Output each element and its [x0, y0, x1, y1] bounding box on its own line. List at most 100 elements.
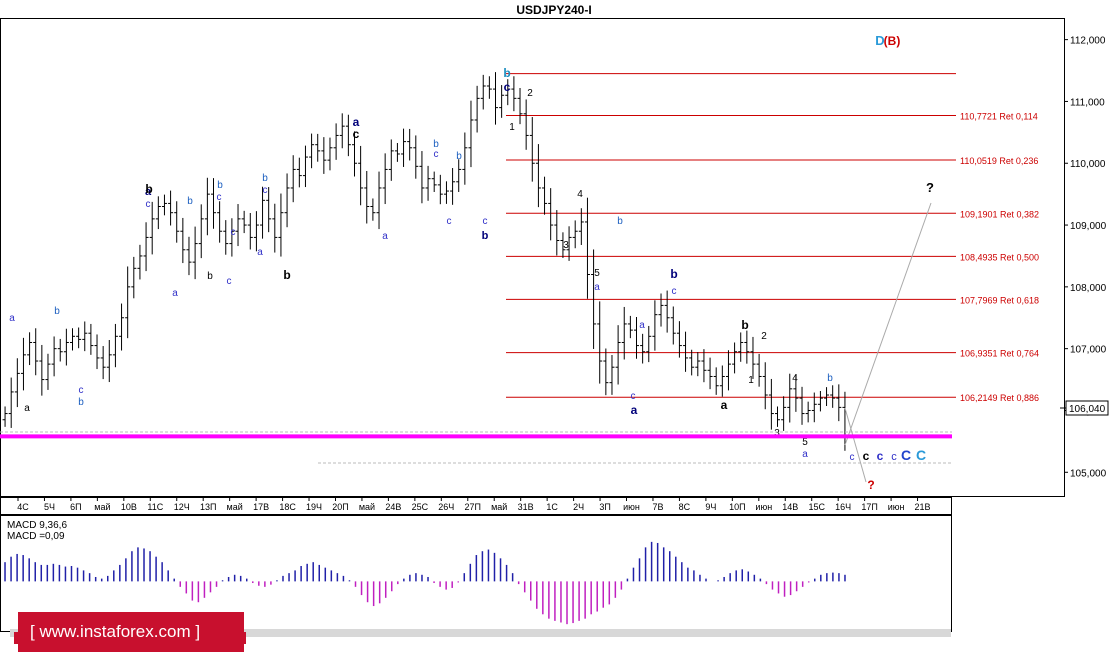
price-bar: [174, 201, 180, 243]
price-bar: [486, 76, 492, 99]
price-bar: [180, 217, 186, 264]
watermark: [ www.instaforex.com ]: [14, 612, 246, 652]
wave-label: b: [617, 216, 623, 227]
x-tick-label: 17П: [861, 502, 877, 512]
x-tick-label: 10П: [729, 502, 745, 512]
x-tick-label: 3П: [599, 502, 610, 512]
price-bar: [204, 177, 210, 236]
price-panel: [0, 18, 1065, 497]
price-bar: [603, 348, 609, 396]
price-bar: [290, 155, 296, 203]
price-bar: [787, 373, 793, 423]
price-bar: [535, 144, 541, 208]
price-bar: [609, 354, 615, 395]
price-bar: [260, 186, 266, 239]
price-bar: [149, 201, 155, 255]
x-tick-label: 17В: [253, 502, 269, 512]
price-bar: [824, 387, 830, 406]
wave-label: a: [639, 320, 645, 331]
price-bar: [57, 338, 63, 362]
price-bar: [652, 300, 658, 351]
wave-label: b: [507, 73, 508, 75]
price-bar: [211, 178, 216, 229]
wave-label: c: [217, 192, 222, 203]
price-bar: [315, 133, 321, 162]
x-tick-label: 26Ч: [438, 502, 454, 512]
x-tick-label: июн: [888, 502, 905, 512]
y-tick-label: 111,000: [1070, 97, 1105, 108]
wave-label: c: [146, 199, 151, 210]
wave-label: 3: [563, 240, 569, 251]
wave-label: b: [741, 318, 748, 332]
x-tick-label: 14В: [782, 502, 798, 512]
y-tick-label: 109,000: [1070, 221, 1107, 232]
price-bar: [713, 367, 719, 395]
price-bar: [437, 174, 443, 205]
fib-level-label: 108,4935 Ret 0,500: [960, 252, 1039, 262]
price-bar: [836, 384, 842, 422]
fib-level-label: 110,7721 Ret 0,114: [960, 112, 1038, 122]
projection-down-line: [844, 407, 867, 483]
wave-label: c: [353, 127, 360, 141]
price-bar: [634, 316, 639, 359]
wave-label: b: [482, 230, 489, 242]
price-bar: [88, 323, 94, 355]
x-tick-label: 1С: [546, 502, 558, 512]
price-bar: [664, 290, 670, 333]
price-bar: [229, 218, 235, 257]
wave-label: c: [850, 452, 855, 463]
time-axis: [0, 497, 952, 515]
wave-label: a: [257, 247, 263, 258]
wave-label: b: [456, 151, 462, 162]
wave-label: a: [145, 186, 152, 198]
price-bar: [401, 128, 407, 167]
price-bar: [388, 139, 394, 181]
wave-label: b: [827, 373, 833, 384]
price-bar: [413, 135, 419, 179]
price-bar: [272, 203, 278, 253]
price-bar: [756, 353, 762, 387]
x-tick-label: 11С: [147, 502, 163, 512]
price-bar: [615, 325, 621, 385]
y-tick-label: 110,000: [1070, 159, 1106, 170]
wave-label: c: [891, 451, 897, 463]
macd-value-label: MACD =0,09: [7, 531, 65, 542]
price-bar: [443, 181, 449, 204]
price-bar: [155, 196, 161, 230]
wave-label: 3: [774, 428, 780, 439]
price-bar: [542, 176, 548, 215]
wave-label: b: [78, 397, 84, 408]
price-bar: [45, 353, 51, 390]
x-tick-label: 13П: [200, 502, 216, 512]
price-bar: [597, 301, 603, 384]
price-bar: [137, 244, 143, 280]
price-bar: [456, 159, 462, 192]
wave-label: c: [483, 216, 488, 227]
price-bar: [781, 396, 787, 431]
price-bar: [217, 201, 223, 243]
wave-label: 2: [527, 88, 533, 99]
wave-label: c: [672, 286, 677, 297]
macd-label: MACD 9,36,6: [7, 520, 67, 531]
price-bar: [578, 208, 584, 245]
price-bar: [33, 328, 39, 376]
chart-title: USDJPY240-I: [516, 3, 591, 17]
wave-label: c: [231, 227, 236, 238]
price-bar: [106, 340, 112, 383]
price-bar: [370, 198, 376, 221]
wave-label: b: [145, 182, 152, 196]
x-tick-label: май: [359, 502, 375, 512]
wave-label: c: [504, 80, 511, 94]
wave-label: c: [79, 385, 84, 396]
x-tick-label: 19Ч: [306, 502, 322, 512]
wave-label: b: [54, 306, 60, 317]
price-bar: [112, 323, 118, 368]
price-bar: [358, 145, 364, 206]
price-bar: [143, 222, 149, 272]
wave-label: c: [263, 185, 268, 196]
price-bar: [39, 344, 45, 396]
price-bar: [302, 145, 308, 188]
price-bar: [94, 334, 100, 370]
wave-label: a: [631, 403, 638, 417]
